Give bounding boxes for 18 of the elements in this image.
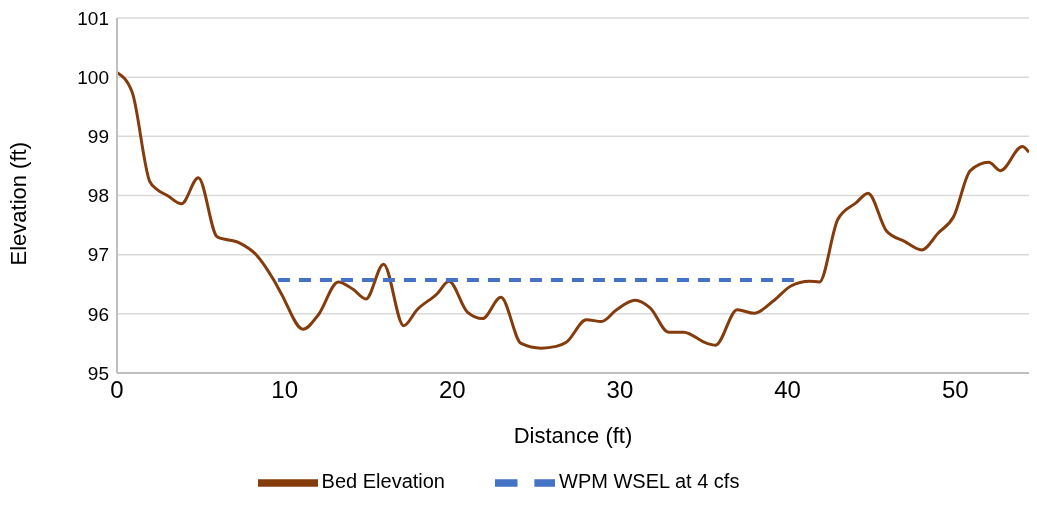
- y-tick-label: 101: [77, 7, 109, 29]
- legend-label: WPM WSEL at 4 cfs: [559, 470, 740, 493]
- y-tick-label: 96: [87, 303, 109, 325]
- y-axis-title: Elevation (ft): [5, 142, 31, 266]
- x-axis-title: Distance (ft): [513, 423, 633, 448]
- y-tick-label: 95: [87, 362, 109, 384]
- line-series: [117, 70, 1029, 350]
- y-tick-label: 98: [87, 185, 109, 207]
- x-tick-label: 50: [941, 376, 969, 404]
- y-tick-label: 100: [77, 66, 109, 88]
- x-tick-label: 10: [271, 376, 298, 404]
- x-tick-label: 40: [774, 376, 801, 404]
- y-tick-label: 97: [87, 244, 109, 266]
- x-tick-label: 0: [110, 376, 124, 404]
- legend-label: Bed Elevation: [321, 470, 445, 493]
- y-tick-label: 99: [87, 126, 109, 148]
- x-tick-label: 20: [438, 376, 466, 404]
- x-tick-label: 30: [606, 376, 634, 404]
